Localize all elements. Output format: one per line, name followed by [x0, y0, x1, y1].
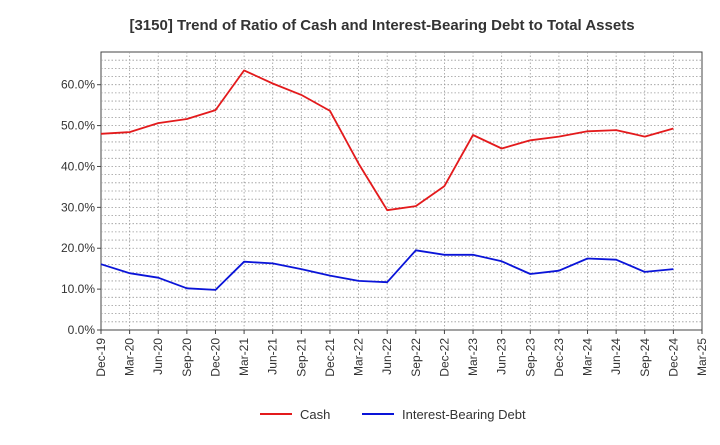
- series-line-1: [100, 249, 674, 291]
- x-tick-label: Dec-19: [94, 338, 108, 377]
- axes: 0.0% 10.0% 20.0% 30.0% 40.0% 50.0% 60.0% Dec-19…: [61, 78, 709, 377]
- x-tick-label: Jun-21: [266, 338, 280, 375]
- x-tick-label: Dec-24: [666, 338, 680, 377]
- x-tick-label: Dec-20: [208, 338, 222, 377]
- y-tick-label: 10.0%: [61, 282, 95, 296]
- x-tick-label: Jun-22: [380, 338, 394, 375]
- y-tick-label: 60.0%: [61, 78, 95, 92]
- x-tick-label: Sep-24: [638, 338, 652, 377]
- legend-label-1: Interest-Bearing Debt: [402, 407, 526, 422]
- x-tick-label: Dec-21: [323, 338, 337, 377]
- legend-label-0: Cash: [300, 407, 330, 422]
- x-tick-label: Sep-21: [294, 338, 308, 377]
- grid: [100, 51, 703, 331]
- x-tick-label: Mar-24: [581, 338, 595, 376]
- y-tick-label: 0.0%: [68, 323, 96, 337]
- y-tick-label: 30.0%: [61, 200, 95, 214]
- series-line-0: [100, 69, 674, 212]
- x-tick-label: Dec-23: [552, 338, 566, 377]
- x-tick-label: Sep-22: [409, 338, 423, 377]
- x-tick-label: Sep-23: [523, 338, 537, 377]
- x-tick-label: Jun-20: [151, 338, 165, 375]
- y-tick-label: 40.0%: [61, 159, 95, 173]
- x-tick-label: Jun-23: [495, 338, 509, 375]
- x-tick-label: Mar-22: [352, 338, 366, 376]
- x-tick-label: Mar-25: [695, 338, 709, 376]
- x-tick-label: Jun-24: [609, 338, 623, 375]
- x-tick-label: Mar-21: [237, 338, 251, 376]
- x-tick-label: Dec-22: [437, 338, 451, 377]
- y-tick-label: 50.0%: [61, 119, 95, 133]
- x-tick-label: Mar-20: [123, 338, 137, 376]
- y-tick-label: 20.0%: [61, 241, 95, 255]
- x-tick-label: Mar-23: [466, 338, 480, 376]
- chart-title: [3150] Trend of Ratio of Cash and Intere…: [129, 17, 634, 34]
- series-lines: [100, 69, 674, 291]
- x-tick-label: Sep-20: [180, 338, 194, 377]
- legend: Cash Interest-Bearing Debt: [260, 407, 526, 422]
